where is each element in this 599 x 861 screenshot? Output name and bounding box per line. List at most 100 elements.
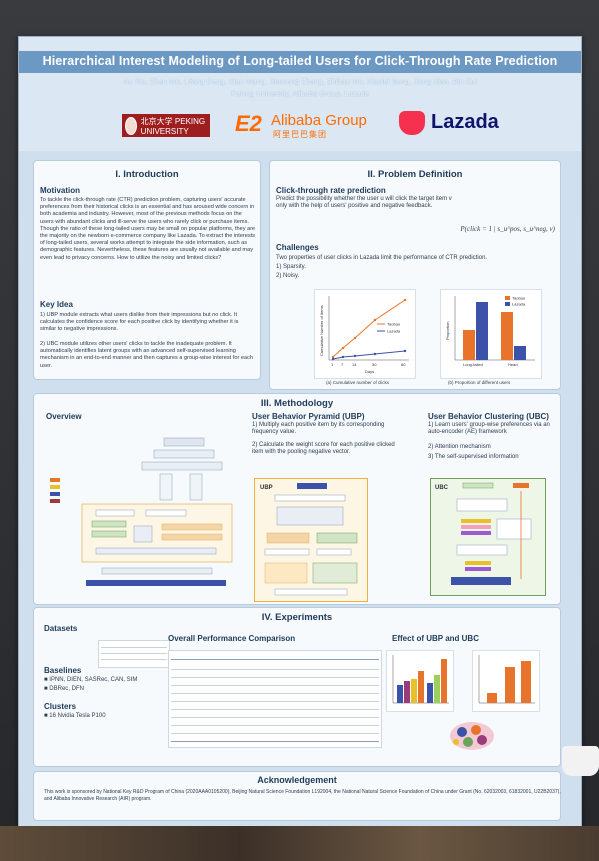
clusters-heading: Clusters — [44, 702, 77, 711]
alibaba-mark-icon: E2 — [235, 111, 262, 136]
datasets-table — [98, 640, 170, 668]
ubc-bullet-3: 3) The self-supervised information — [428, 454, 519, 460]
alibaba-logo: E2 Alibaba Group 阿里巴巴集团 — [235, 108, 385, 142]
pku-seal-icon — [125, 116, 137, 135]
ubc-bullet-1: 1) Learn users' group-wise preferences v… — [428, 422, 550, 436]
paper-cup — [562, 746, 599, 776]
alibaba-logo-cn: 阿里巴巴集团 — [273, 130, 327, 139]
ubc-diagram-svg: UBC — [435, 482, 532, 585]
key-idea-2: 2) UBC module utilizes other users' clic… — [40, 341, 253, 369]
problem-definition-panel: II. Problem Definition Click-through rat… — [269, 160, 561, 390]
bar-longtailed-lazada — [476, 302, 488, 360]
poster: Hierarchical Interest Modeling of Long-t… — [18, 36, 582, 828]
baselines-2-text: DBRec, DFN — [49, 686, 84, 692]
ubp-diagram: UBP — [254, 478, 368, 602]
poster-affiliations: Peking University, Alibaba Group, Lazada — [231, 89, 369, 98]
cumulative-clicks-figure: Taobao Lazada 1 7 14 30 60 Days Cumulati… — [314, 289, 416, 379]
poster-title: Hierarchical Interest Modeling of Long-t… — [42, 54, 558, 68]
overview-diagram — [42, 428, 242, 598]
baselines-list-2: ■ DBRec, DFN — [44, 686, 84, 692]
effect-chart-right — [472, 650, 540, 712]
fig-a-xtick-1: 1 — [331, 362, 334, 367]
problem-title: II. Problem Definition — [367, 169, 463, 180]
experiments-title: IV. Experiments — [261, 612, 333, 623]
fig-b-legend-taobao: Taobao — [512, 296, 526, 301]
cumulative-clicks-chart: Taobao Lazada 1 7 14 30 60 Days Cumulati… — [319, 296, 409, 374]
fig-b-ylabel: Proportion — [445, 322, 450, 340]
motivation-heading: Motivation — [40, 186, 80, 195]
fig-a-xtick-60: 60 — [401, 362, 406, 367]
overall-performance-heading: Overall Performance Comparison — [168, 634, 296, 643]
ubp-diagram-label: UBP — [260, 485, 273, 491]
lazada-logo-name: Lazada — [431, 111, 499, 133]
ctr-formula: P(click = 1 | s_u^pos, s_u^neg, v) — [460, 225, 555, 233]
ctr-text: Predict the possibility whether the user… — [276, 196, 452, 210]
fig-a-ylabel: Cumulative Number of Items — [319, 305, 324, 356]
bar-head-taobao — [501, 312, 513, 360]
ubp-diagram-svg: UBP — [260, 483, 358, 596]
methodology-panel: III. Methodology Overview — [33, 393, 561, 605]
challenges-text: Two properties of user clicks in Lazada … — [276, 255, 488, 261]
user-proportion-chart: Taobao Lazada Long-tailed Head Proportio… — [445, 296, 535, 367]
alibaba-logo-name: Alibaba Group — [271, 112, 367, 129]
bar-longtailed-taobao — [463, 330, 475, 360]
fig-a-xtick-30: 30 — [372, 362, 377, 367]
fig-a-xtick-14: 14 — [352, 362, 357, 367]
challenges-heading: Challenges — [276, 243, 319, 252]
pku-logo: 北京大学 PEKING UNIVERSITY — [122, 114, 210, 137]
floor — [0, 826, 599, 861]
fig-a-xtick-7: 7 — [341, 362, 344, 367]
introduction-title: I. Introduction — [115, 169, 179, 180]
user-proportion-figure: Taobao Lazada Long-tailed Head Proportio… — [440, 289, 542, 379]
ubp-bullet-2: 2) Calculate the weight score for each p… — [252, 442, 395, 456]
ubp-bullet-1: 1) Multiply each positive item by its co… — [252, 422, 385, 436]
methodology-title: III. Methodology — [260, 398, 334, 409]
challenge-1: 1) Sparsity. — [276, 264, 306, 270]
baselines-list-1: ■ IPNN, DIEN, SASRec, CAN, SIM — [44, 677, 138, 683]
fig-a-legend-taobao: Taobao — [387, 322, 401, 327]
cluster-visualization-svg — [450, 722, 494, 750]
baselines-heading: Baselines — [44, 666, 82, 675]
overall-performance-table — [168, 650, 382, 748]
experiments-panel: IV. Experiments Datasets Baselines ■ IPN… — [33, 607, 561, 767]
title-band — [19, 51, 581, 73]
fig-b-caption: (b) Proportion of different users — [448, 380, 511, 385]
fig-b-legend-lazada: Lazada — [512, 302, 526, 307]
ubc-bullet-2: 2) Attention mechanism — [428, 444, 491, 450]
overview-architecture-svg — [50, 437, 233, 586]
introduction-panel: I. Introduction Motivation To tackle the… — [33, 160, 261, 380]
acknowledgement-panel: Acknowledgement This work is sponsored b… — [33, 771, 561, 821]
datasets-heading: Datasets — [44, 624, 78, 633]
ubp-heading: User Behavior Pyramid (UBP) — [252, 412, 365, 421]
effect-chart-left — [386, 650, 454, 712]
ubc-diagram-label: UBC — [435, 485, 449, 491]
cluster-visualization — [442, 714, 502, 758]
key-idea-1: 1) UBP module extracts what users dislik… — [40, 312, 239, 333]
effect-heading: Effect of UBP and UBC — [392, 634, 479, 643]
clusters-1-text: 16 Nvidia Tesla P100 — [49, 713, 106, 719]
ctr-heading: Click-through rate prediction — [276, 186, 386, 195]
overview-heading: Overview — [46, 412, 82, 421]
motivation-text: To tackle the click-through rate (CTR) p… — [40, 197, 256, 261]
lazada-heart-icon — [399, 111, 425, 135]
fig-b-cat-longtailed: Long-tailed — [463, 362, 483, 367]
poster-authors: Xu Xie, Zhen Wu, Lifang Deng, Xiao Wang,… — [123, 77, 477, 86]
effect-chart-right-svg — [478, 655, 535, 704]
lazada-logo: Lazada — [399, 109, 529, 139]
baselines-1-text: IPNN, DIEN, SASRec, CAN, SIM — [49, 677, 138, 683]
challenge-2: 2) Noisy. — [276, 273, 300, 279]
effect-chart-left-svg — [392, 655, 449, 704]
clusters-list-1: ■ 16 Nvidia Tesla P100 — [44, 713, 106, 719]
pku-logo-text: 北京大学 PEKING UNIVERSITY — [140, 116, 206, 136]
fig-b-cat-head: Head — [508, 362, 518, 367]
key-idea-heading: Key Idea — [40, 300, 73, 309]
fig-a-legend-lazada: Lazada — [387, 329, 401, 334]
fig-a-xlabel: Days — [365, 369, 374, 374]
ubc-diagram: UBC — [430, 478, 546, 596]
poster-header: Hierarchical Interest Modeling of Long-t… — [19, 37, 581, 151]
acknowledgement-title: Acknowledgement — [257, 775, 337, 785]
bar-head-lazada — [514, 346, 526, 360]
acknowledgement-text: This work is sponsored by National Key R… — [44, 789, 561, 802]
ubc-heading: User Behavior Clustering (UBC) — [428, 412, 549, 421]
fig-a-caption: (a) Cumulative number of clicks — [326, 380, 390, 385]
